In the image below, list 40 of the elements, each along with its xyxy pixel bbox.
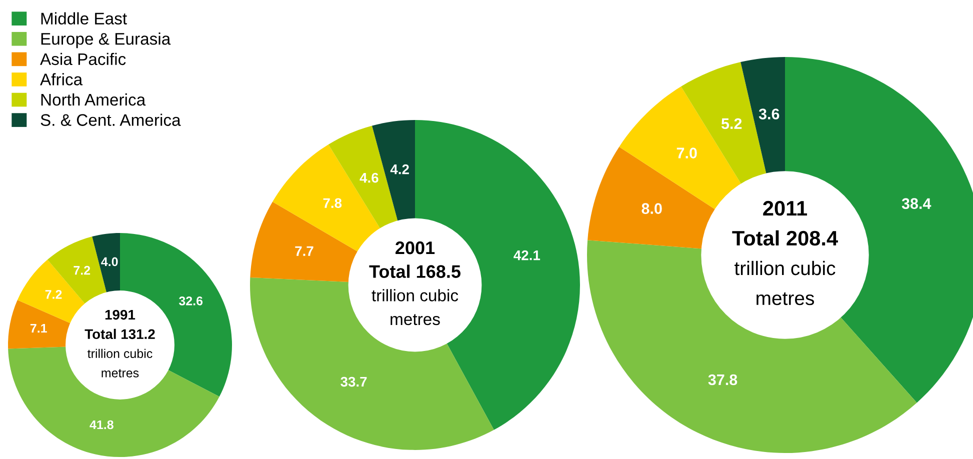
- data-label: 7.7: [295, 246, 314, 256]
- legend-label: Middle East: [41, 12, 127, 24]
- text: 2011: [763, 200, 808, 216]
- legend-label: Europe & Eurasia: [41, 32, 171, 48]
- text: 2001: [396, 241, 435, 254]
- data-label: 4.6: [360, 172, 378, 183]
- data-label: 41.8: [90, 420, 114, 430]
- donut-slice: [250, 277, 494, 450]
- legend-label: Asia Pacific: [40, 52, 126, 66]
- text: 1991: [105, 310, 136, 320]
- data-label: 33.7: [340, 376, 367, 387]
- donut-slice: [92, 233, 120, 293]
- data-label: 7.1: [30, 324, 47, 333]
- text: trillion cubic: [88, 348, 152, 358]
- data-label: 38.4: [902, 198, 932, 210]
- data-label: 4.2: [390, 164, 409, 174]
- data-label: 42.1: [514, 250, 540, 260]
- text: trillion cubic: [372, 289, 458, 302]
- data-label: 4.0: [101, 257, 118, 266]
- data-label: 7.2: [74, 266, 90, 275]
- legend-label: North America: [41, 93, 146, 106]
- data-label: 7.0: [676, 148, 697, 158]
- text: metres: [390, 314, 440, 326]
- text: metres: [756, 292, 814, 306]
- text: metres: [102, 369, 139, 378]
- data-label: 3.6: [758, 108, 780, 120]
- donut-slice: [8, 346, 220, 457]
- data-label: 8.0: [642, 203, 662, 214]
- data-label: 32.6: [178, 296, 203, 306]
- text: Total 208.4: [732, 230, 838, 246]
- data-label: 7.2: [45, 290, 62, 299]
- legend-label: Africa: [40, 73, 83, 86]
- legend-label: S. & Cent. America: [40, 114, 181, 126]
- text: Total 168.5: [369, 264, 460, 278]
- data-label: 5.2: [721, 118, 742, 130]
- text: trillion cubic: [734, 260, 836, 276]
- text: Total 131.2: [84, 328, 155, 340]
- data-label: 37.8: [708, 374, 738, 386]
- donut-slice: [8, 300, 71, 349]
- data-label: 7.8: [323, 198, 342, 208]
